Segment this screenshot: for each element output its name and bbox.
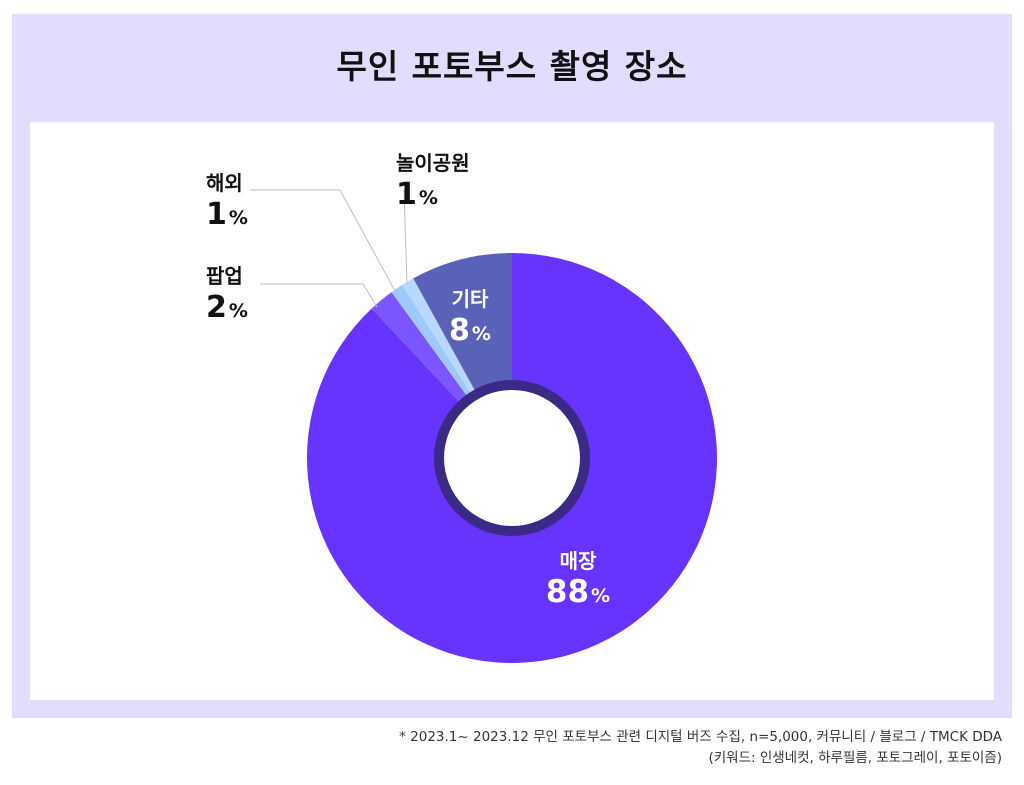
chart-title: 무인 포토부스 촬영 장소 bbox=[336, 47, 688, 86]
leader-line-2 bbox=[250, 189, 396, 292]
slice-label-2: 해외 bbox=[206, 171, 243, 195]
keyword-note-line: (키워드: 인생네컷, 하루필름, 포토그레이, 포토이즘) bbox=[708, 750, 1002, 766]
leader-line-1 bbox=[260, 283, 378, 308]
slice-value-3: 1% bbox=[396, 177, 438, 212]
leader-line-3 bbox=[403, 189, 408, 286]
slice-value-1: 2% bbox=[206, 290, 248, 325]
slice-1 bbox=[371, 292, 473, 409]
source-note: * 2023.1~ 2023.12 무인 포토부스 관련 디지털 버즈 수집, … bbox=[399, 727, 1002, 769]
slice-2 bbox=[391, 284, 476, 403]
source-note-line: * 2023.1~ 2023.12 무인 포토부스 관련 디지털 버즈 수집, … bbox=[399, 729, 1002, 745]
slice-label-3: 놀이공원 bbox=[396, 151, 470, 175]
slice-label-1: 팝업 bbox=[206, 264, 243, 288]
slice-label-0: 매장 bbox=[560, 549, 597, 573]
slice-0 bbox=[307, 253, 717, 663]
slice-value-4: 8% bbox=[449, 313, 491, 348]
slice-value-0: 88% bbox=[546, 574, 610, 610]
donut-hole bbox=[444, 390, 580, 526]
slice-value-2: 1% bbox=[206, 197, 248, 232]
slice-label-4: 기타 bbox=[452, 287, 489, 311]
slice-4 bbox=[413, 253, 512, 399]
slice-3 bbox=[402, 278, 480, 401]
